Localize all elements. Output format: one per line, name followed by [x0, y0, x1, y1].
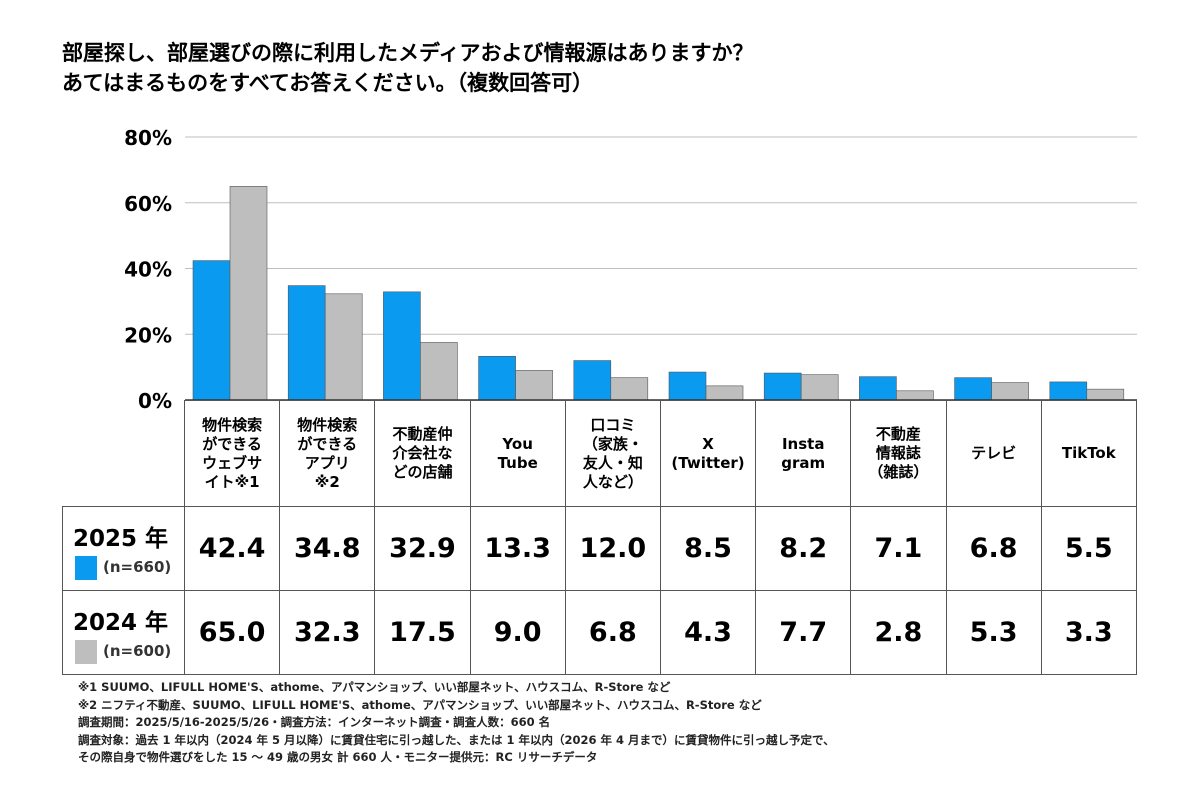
title-line-2: あてはまるものをすべてお答えください。（複数回答可） [62, 71, 594, 95]
value-2025-4: 12.0 [564, 506, 661, 591]
category-cell-7: 不動産 情報誌 （雑誌） [850, 400, 947, 507]
bar-2024-8 [991, 382, 1029, 401]
bar-2025-0 [192, 260, 231, 401]
value-2024-0: 65.0 [183, 590, 281, 675]
survey-target-note: 調査対象：過去 1 年以内（2024 年 5 月以降）に賃貸住宅に引っ越した、ま… [78, 732, 835, 747]
row-label-2024: 2024 年 (n=600) [62, 590, 185, 675]
bar-2024-1 [324, 293, 363, 401]
value-2024-4: 6.8 [564, 590, 661, 675]
value-2025-6: 8.2 [755, 506, 852, 591]
y-tick-label-4: 80% [124, 126, 172, 150]
bar-2025-1 [287, 285, 326, 401]
bar-2025-7 [859, 376, 897, 401]
table-corner-cell [62, 400, 185, 507]
category-label-3: You Tube [497, 434, 538, 472]
sample-size-2025: (n=660) [103, 558, 172, 576]
value-2024-2: 17.5 [374, 590, 471, 675]
footnote-1: ※1 SUUMO、LIFULL HOME'S、athome、アパマンショップ、い… [78, 680, 671, 694]
bar-2025-4 [573, 360, 612, 401]
bar-2024-2 [420, 342, 458, 401]
bar-2024-9 [1086, 388, 1125, 401]
value-2024-6: 7.7 [755, 590, 852, 675]
chart-title: 部屋探し、部屋選びの際に利用したメディアおよび情報源はありますか？ あてはまるも… [62, 38, 1162, 98]
value-2025-2: 32.9 [374, 506, 471, 591]
title-line-1: 部屋探し、部屋選びの際に利用したメディアおよび情報源はありますか？ [62, 41, 754, 65]
survey-target-note-cont: その際自身で物件選びをした 15 ～ 49 歳の男女 計 660 人・モニター提… [78, 750, 598, 764]
table-row-2024: 2024 年 (n=600) 65.0 32.3 17.5 9.0 6.8 4.3 7.7 2.8… [62, 590, 1137, 675]
bar-2024-7 [896, 390, 934, 401]
category-label-2: 不動産仲 介会社な どの店舗 [392, 425, 453, 481]
data-table: 物件検索 ができる ウェブサ イト※1 物件検索 ができる アプリ ※2 不動産仲 … [62, 400, 1137, 675]
category-label-8: テレビ [971, 444, 1017, 462]
bar-2024-6 [800, 374, 839, 401]
category-label-6: Insta gram [781, 434, 826, 472]
value-2024-3: 9.0 [469, 590, 566, 675]
bar-2025-5 [668, 371, 707, 401]
value-2024-1: 32.3 [279, 590, 376, 675]
series-name-2025: 2025 年 [73, 526, 169, 552]
bar-2024-4 [610, 377, 649, 401]
table-header-row: 物件検索 ができる ウェブサ イト※1 物件検索 ができる アプリ ※2 不動産仲 … [62, 400, 1137, 507]
value-2024-7: 2.8 [850, 590, 947, 675]
y-tick-label-1: 20% [124, 323, 172, 347]
category-cell-9: TikTok [1040, 400, 1137, 507]
category-label-1: 物件検索 ができる アプリ ※2 [297, 415, 358, 491]
y-axis-ticks: 0%20%40%60%80% [124, 126, 172, 413]
category-label-0: 物件検索 ができる ウェブサ イト※1 [202, 415, 263, 491]
category-label-7: 不動産 情報誌 （雑誌） [868, 425, 929, 481]
legend-swatch-2025 [75, 556, 97, 580]
bars [192, 186, 1125, 401]
footnote-2: ※2 ニフティ不動産、SUUMO、LIFULL HOME'S、athome、アパ… [78, 697, 762, 712]
footnotes: ※1 SUUMO、LIFULL HOME'S、athome、アパマンショップ、い… [78, 679, 835, 767]
sample-size-2024: (n=600) [103, 642, 172, 660]
category-label-9: TikTok [1061, 444, 1116, 462]
category-cell-3: You Tube [469, 400, 566, 507]
value-2025-8: 6.8 [945, 506, 1042, 591]
category-cell-8: テレビ [945, 400, 1042, 507]
legend-swatch-2024 [75, 640, 97, 664]
category-label-4: 口コミ （家族・ 友人・知 人など） [582, 415, 643, 491]
category-cell-5: X (Twitter) [659, 400, 757, 507]
value-2025-1: 34.8 [279, 506, 376, 591]
y-tick-label-2: 40% [124, 258, 172, 282]
bar-2024-3 [515, 370, 553, 401]
bar-2025-8 [954, 377, 992, 401]
y-tick-label-3: 60% [124, 192, 172, 216]
value-2025-5: 8.5 [659, 506, 757, 591]
category-cell-1: 物件検索 ができる アプリ ※2 [279, 400, 376, 507]
category-cell-4: 口コミ （家族・ 友人・知 人など） [564, 400, 661, 507]
bar-2024-0 [229, 186, 268, 401]
table-row-2025: 2025 年 (n=660) 42.4 34.8 32.9 13.3 12.0 8.5 8.2 7… [62, 506, 1137, 591]
category-label-5: X (Twitter) [671, 434, 745, 472]
bar-2025-9 [1049, 381, 1088, 401]
value-2025-0: 42.4 [183, 506, 281, 591]
bar-2025-3 [478, 355, 516, 401]
bar-2025-6 [763, 372, 802, 401]
value-2024-5: 4.3 [659, 590, 757, 675]
bar-2025-2 [383, 291, 421, 401]
category-cell-6: Insta gram [755, 400, 852, 507]
value-2025-3: 13.3 [469, 506, 566, 591]
value-2025-9: 5.5 [1040, 506, 1137, 591]
category-cell-0: 物件検索 ができる ウェブサ イト※1 [183, 400, 281, 507]
series-name-2024: 2024 年 [73, 610, 169, 636]
value-2024-8: 5.3 [945, 590, 1042, 675]
row-label-2025: 2025 年 (n=660) [62, 506, 185, 591]
value-2024-9: 3.3 [1040, 590, 1137, 675]
bar-2024-5 [705, 385, 744, 401]
category-cell-2: 不動産仲 介会社な どの店舗 [374, 400, 471, 507]
value-2025-7: 7.1 [850, 506, 947, 591]
survey-period-note: 調査期間：2025/5/16-2025/5/26・調査方法：インターネット調査・… [78, 715, 551, 729]
